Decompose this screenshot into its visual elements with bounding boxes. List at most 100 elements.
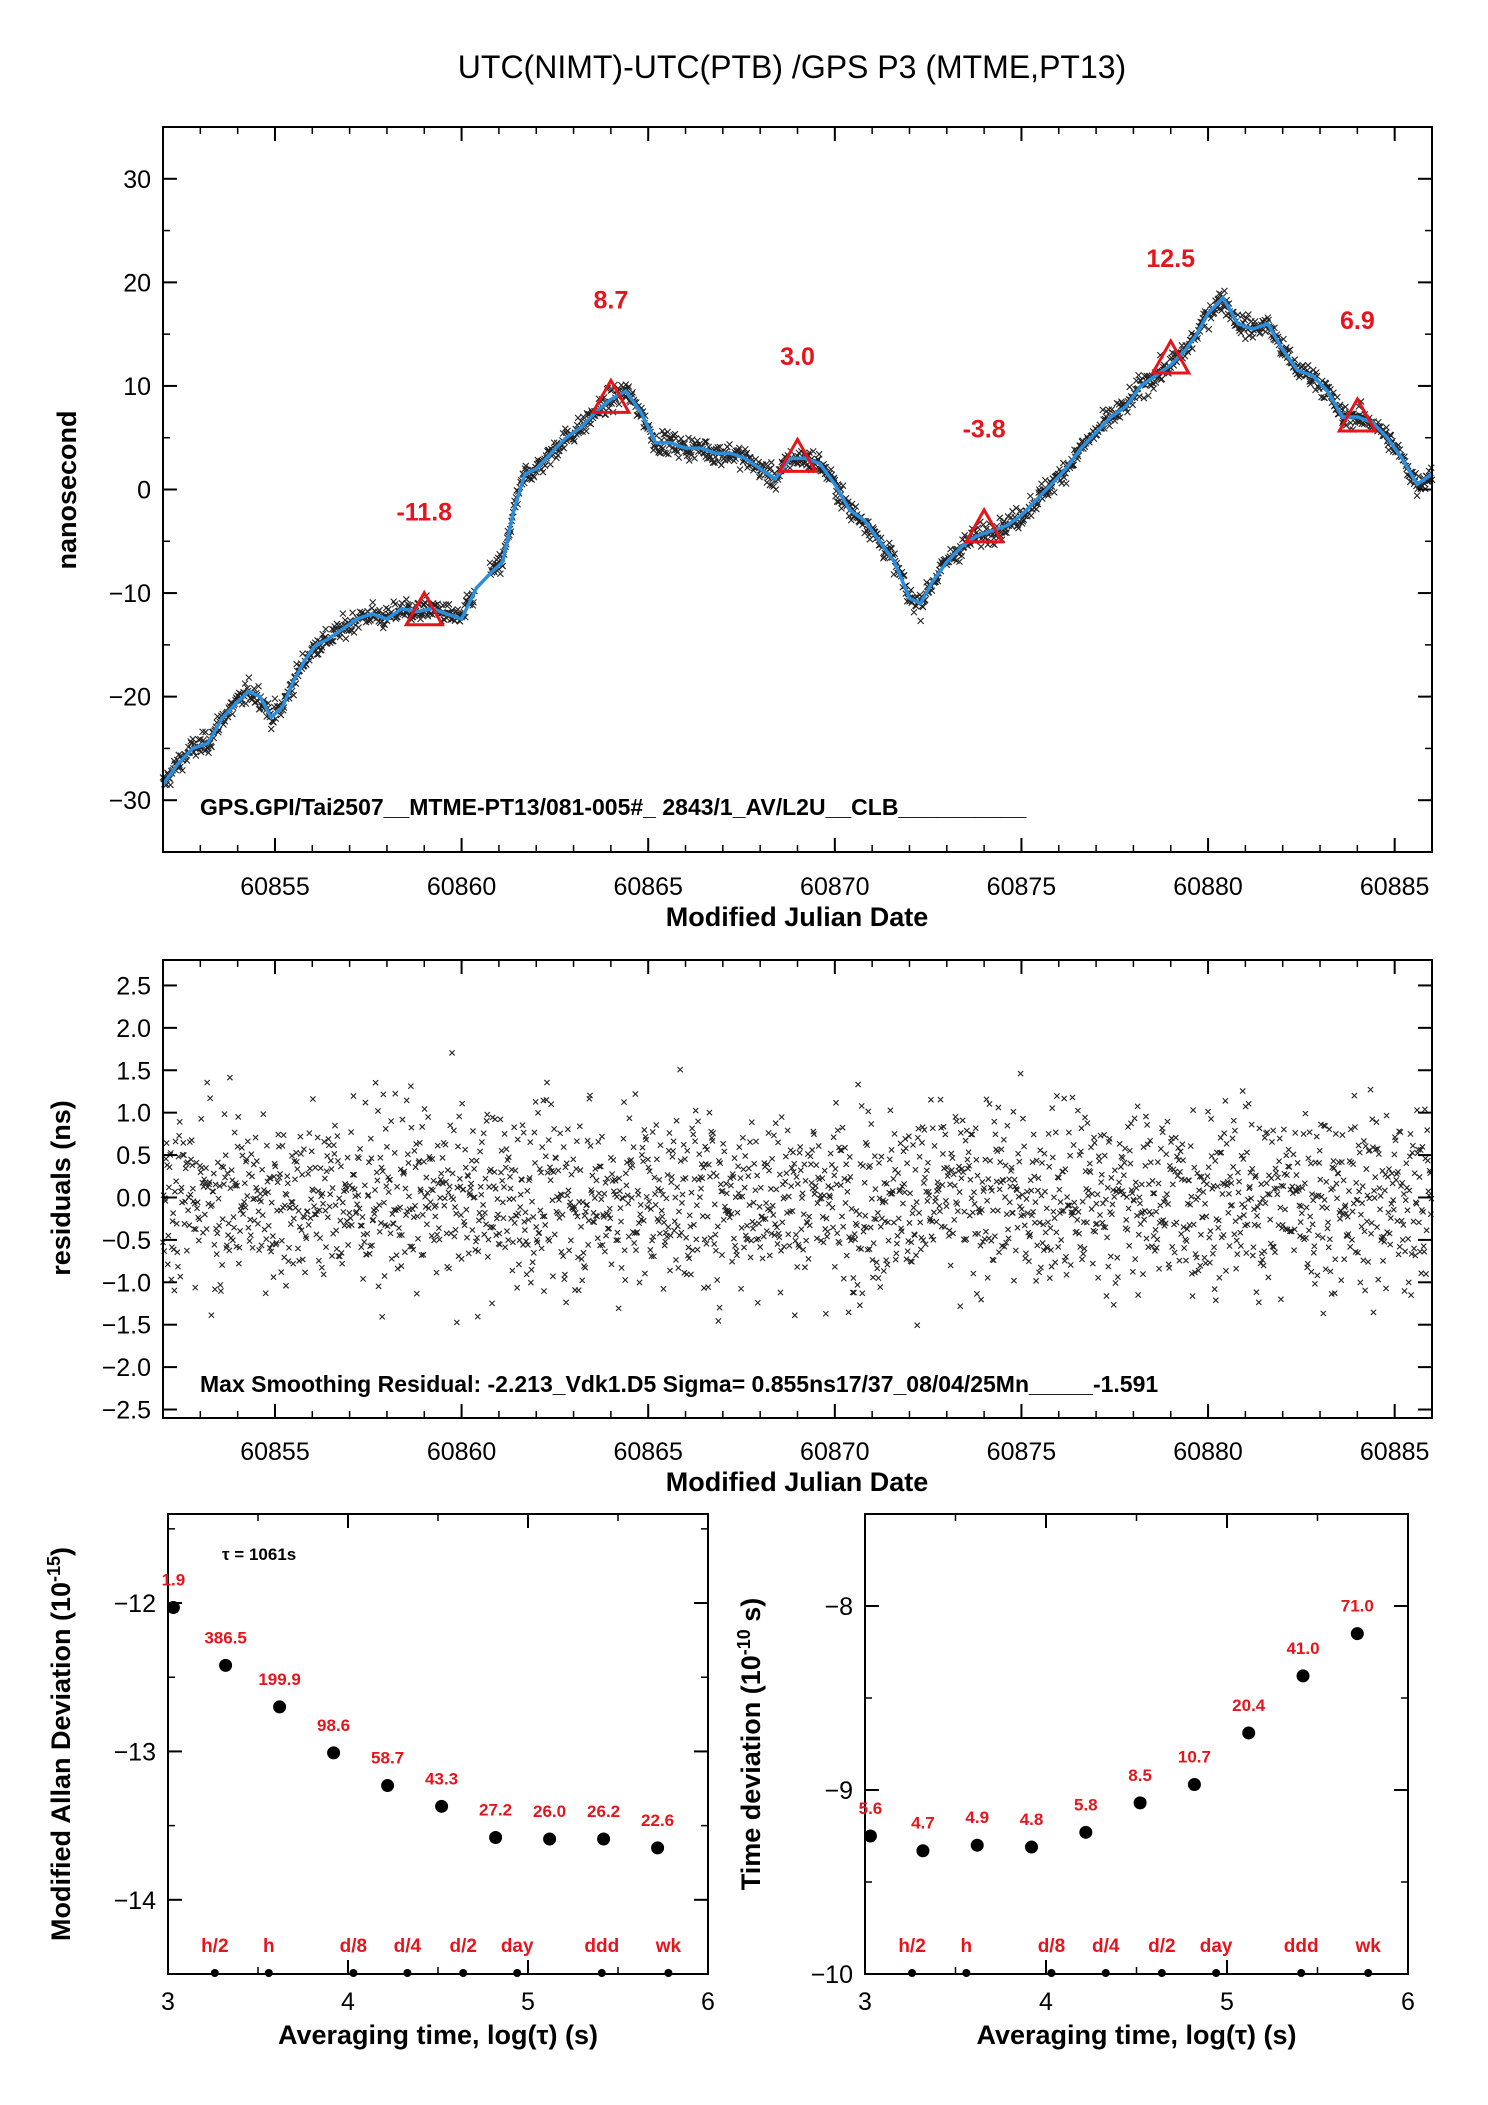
residual-point (1363, 1166, 1370, 1173)
residual-point (684, 1147, 691, 1154)
residual-point (1234, 1251, 1241, 1258)
residual-point (263, 1236, 270, 1243)
residual-point (1298, 1210, 1305, 1217)
residual-point (1208, 1115, 1215, 1122)
0-xtick-label: 60875 (987, 873, 1057, 901)
residual-point (694, 1246, 701, 1253)
offset-point (587, 420, 595, 428)
residual-point (227, 1185, 234, 1192)
residual-point (825, 1183, 832, 1190)
residual-point (1164, 1118, 1171, 1125)
residual-point (563, 1299, 570, 1306)
residual-point (1277, 1296, 1284, 1303)
residual-point (884, 1261, 891, 1268)
residual-point (1406, 1187, 1413, 1194)
residual-point (1373, 1119, 1380, 1126)
residual-point (914, 1322, 921, 1329)
residual-point (289, 1152, 295, 1159)
residual-point (532, 1159, 539, 1166)
residual-point (601, 1248, 608, 1255)
residual-point (859, 1290, 866, 1297)
offset-point (866, 535, 874, 543)
residual-point (283, 1282, 290, 1289)
residuals-panel: 60855 60860 60865 60870 60875 60880 60885 −2.5 −… (46, 959, 1435, 1497)
residual-point (1204, 1173, 1211, 1180)
offset-point (888, 545, 895, 553)
residual-point (315, 1257, 322, 1264)
residual-point (434, 1142, 441, 1149)
residual-point (957, 1303, 964, 1310)
residual-point (1037, 1147, 1044, 1154)
residual-point (650, 1233, 657, 1240)
residual-point (494, 1196, 501, 1202)
residual-point (782, 1153, 789, 1160)
residual-point (812, 1182, 819, 1189)
residual-point (919, 1124, 926, 1131)
residual-point (284, 1173, 291, 1180)
residual-point (1324, 1225, 1331, 1232)
residual-point (874, 1209, 881, 1216)
residual-point (180, 1139, 187, 1146)
residual-point (714, 1277, 721, 1284)
residual-point (294, 1166, 301, 1173)
residual-point (324, 1214, 331, 1221)
residual-point (631, 1240, 638, 1246)
xtick-label: 3 (858, 1988, 872, 2016)
residual-point (1256, 1125, 1263, 1132)
residual-point (982, 1228, 989, 1235)
offset-point (786, 464, 794, 472)
residual-point (1043, 1205, 1050, 1212)
residual-point (1160, 1217, 1167, 1224)
residual-point (260, 1111, 267, 1118)
residual-point (1254, 1212, 1261, 1219)
ytick-label: 0 (137, 477, 151, 505)
residual-point (924, 1198, 931, 1205)
residual-point (1420, 1243, 1427, 1250)
residual-point (701, 1236, 708, 1243)
residual-point (1098, 1171, 1105, 1178)
point-label: 26.0 (533, 1802, 566, 1821)
residual-point (263, 1142, 270, 1149)
residual-point (776, 1171, 783, 1178)
residual-point (189, 1185, 196, 1192)
offset-point (267, 725, 275, 733)
marker-label: 3.0 (780, 343, 815, 371)
residual-point (551, 1231, 558, 1238)
residual-point (1405, 1279, 1412, 1286)
residual-point (1243, 1149, 1250, 1156)
residual-point (1022, 1250, 1029, 1257)
residual-point (893, 1250, 900, 1257)
residual-point (589, 1172, 596, 1179)
residual-point (1331, 1165, 1338, 1172)
residual-point (456, 1175, 463, 1182)
residual-point (187, 1191, 194, 1198)
residual-point (230, 1214, 237, 1221)
offset-point (664, 428, 672, 436)
residual-point (988, 1237, 995, 1244)
residual-point (538, 1245, 545, 1252)
residual-point (1217, 1134, 1224, 1141)
residual-point (927, 1096, 934, 1103)
residual-point (1310, 1249, 1317, 1256)
residual-point (469, 1128, 476, 1135)
x-axis-label: Modified Julian Date (666, 1467, 929, 1497)
ytick-label: 1.0 (116, 1100, 151, 1128)
residual-point (1091, 1139, 1098, 1146)
residual-point (519, 1122, 526, 1129)
residual-point (549, 1273, 556, 1280)
point-label: 199.9 (258, 1670, 301, 1689)
residual-point (834, 1230, 841, 1237)
residual-point (560, 1144, 567, 1151)
residual-point (856, 1211, 863, 1218)
residual-point (1360, 1257, 1367, 1264)
1-xtick-label: 60880 (1173, 1438, 1243, 1466)
time-mark-dot (962, 1969, 971, 1977)
residual-point (173, 1178, 180, 1185)
residual-point (1300, 1130, 1307, 1137)
residual-point (891, 1130, 898, 1137)
offset-point (1015, 524, 1022, 532)
residual-point (527, 1139, 534, 1146)
residual-point (786, 1242, 793, 1249)
residual-point (1270, 1127, 1277, 1134)
residual-point (1015, 1150, 1022, 1157)
